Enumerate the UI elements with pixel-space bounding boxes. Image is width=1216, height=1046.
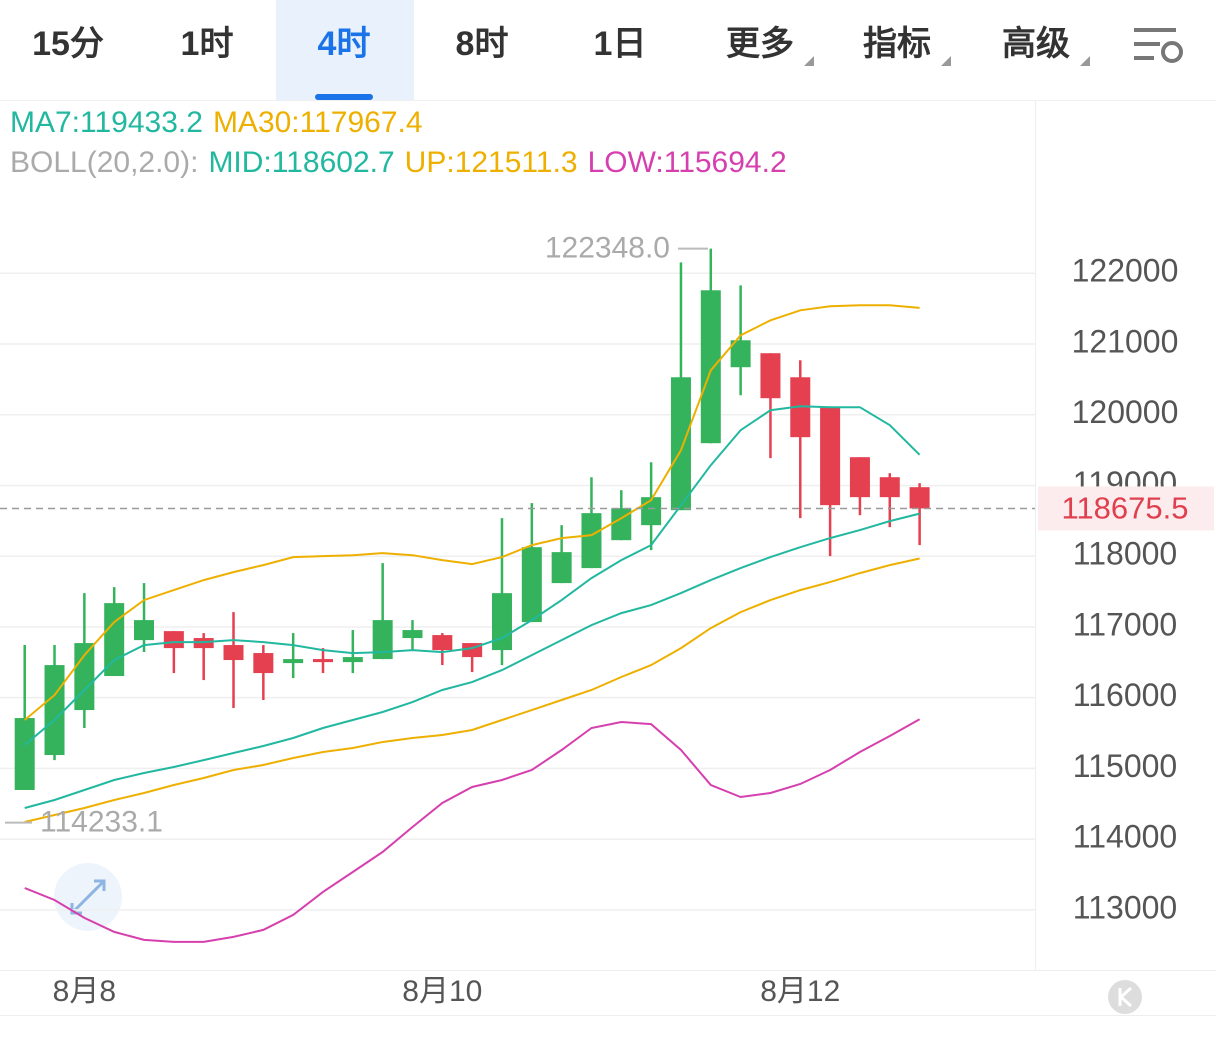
dropdown-caret — [1080, 56, 1090, 66]
candle-body — [134, 620, 155, 641]
indicator-value: 117967.4 — [300, 106, 423, 139]
candle-body — [402, 630, 423, 639]
y-tick-label: 116000 — [1073, 677, 1177, 713]
y-tick-label: 120000 — [1072, 394, 1179, 430]
indicator-tab[interactable]: BOLL — [370, 1041, 463, 1046]
candle-body — [74, 643, 95, 711]
indicator-line — [24, 304, 920, 721]
candle-body — [670, 377, 691, 511]
tab[interactable]: 高级 — [1002, 25, 1070, 63]
tab[interactable]: 1时 — [181, 25, 234, 63]
candle-body — [641, 497, 662, 526]
candle-body — [820, 407, 841, 506]
candle-body — [491, 593, 512, 651]
x-tick-label: 8月10 — [402, 975, 482, 1008]
candle-body — [342, 657, 363, 663]
candle-body — [104, 603, 125, 677]
y-tick-label: 118000 — [1073, 536, 1177, 572]
indicator-value: 119433.2 — [80, 106, 203, 139]
indicator-tab[interactable]: Alligator — [35, 1041, 173, 1046]
candle-body — [223, 645, 244, 661]
y-tick-label: 115000 — [1073, 748, 1177, 784]
indicator-name: MA7: — [10, 106, 80, 139]
tab[interactable]: 指标 — [863, 25, 931, 63]
indicator-line — [24, 557, 920, 823]
settings-icon[interactable] — [1134, 28, 1183, 63]
tab[interactable]: 1日 — [594, 25, 647, 63]
indicator-tab[interactable]: AO — [660, 1041, 711, 1046]
tab[interactable]: 15分 — [32, 25, 104, 63]
candle-body — [432, 635, 453, 651]
indicator-value: 121511.3 — [455, 146, 578, 179]
indicator-value: 115694.2 — [664, 146, 787, 179]
indicator-tab[interactable]: BRW — [1090, 1041, 1171, 1046]
candle-body — [372, 620, 393, 660]
indicator-name: MID: — [208, 146, 271, 179]
indicator-line — [24, 512, 920, 809]
candle-body — [760, 353, 781, 399]
candle-body — [730, 340, 751, 368]
indicator-name: MA30: — [213, 106, 300, 139]
candle-body — [521, 547, 542, 623]
indicator-value: 118602.7 — [272, 146, 395, 179]
k-button[interactable] — [1108, 980, 1142, 1014]
candle-body — [849, 457, 870, 498]
tab[interactable]: 4时 — [318, 25, 371, 63]
y-tick-label: 117000 — [1073, 606, 1177, 642]
indicator-tab[interactable]: BBI — [245, 1041, 304, 1046]
expand-icon[interactable] — [54, 863, 122, 931]
dropdown-caret — [941, 56, 951, 66]
candle-body — [14, 718, 35, 790]
candle-body — [163, 631, 184, 649]
y-tick-label: 113000 — [1073, 889, 1177, 925]
indicator-line — [24, 718, 921, 943]
dropdown-caret — [804, 56, 814, 66]
indicator-tab[interactable]: DC — [530, 1041, 579, 1046]
boll-label: BOLL(20,2.0): — [10, 146, 198, 179]
candle-body — [700, 290, 721, 444]
y-tick-label: 114000 — [1073, 819, 1177, 855]
indicator-row: MA7:119433.2 MA30:117967.4 — [10, 106, 423, 139]
candle-body — [879, 477, 900, 498]
tab[interactable]: 更多 — [726, 25, 794, 63]
last-price-label: 118675.5 — [1062, 491, 1189, 526]
candle-body — [283, 659, 304, 664]
candle-body — [551, 552, 572, 584]
y-tick-label: 122000 — [1072, 253, 1179, 289]
active-tab-bg — [276, 0, 414, 100]
candle-body — [581, 513, 602, 569]
candle-body — [253, 653, 274, 674]
indicator-name: UP: — [405, 146, 455, 179]
indicator-line — [24, 405, 921, 746]
max-label: 122348.0 — [545, 232, 670, 265]
candle-body — [909, 487, 930, 509]
candle-body — [313, 659, 333, 663]
active-tab-underline — [315, 94, 373, 100]
tab[interactable]: 8时 — [456, 25, 509, 63]
candle-body — [790, 377, 811, 438]
indicator-tab[interactable]: Bias — [912, 1041, 984, 1046]
candle-body — [44, 665, 65, 756]
y-tick-label: 121000 — [1072, 323, 1179, 359]
x-tick-label: 8月12 — [760, 975, 840, 1008]
x-tick-label: 8月8 — [53, 975, 116, 1008]
indicator-row: BOLL(20,2.0): MID:118602.7 UP:121511.3 LOW:… — [10, 146, 787, 179]
last-price-box — [1038, 486, 1214, 531]
min-label: 114233.1 — [40, 806, 163, 839]
indicator-tab[interactable]: ATR — [780, 1041, 847, 1046]
indicator-name: LOW: — [588, 146, 664, 179]
